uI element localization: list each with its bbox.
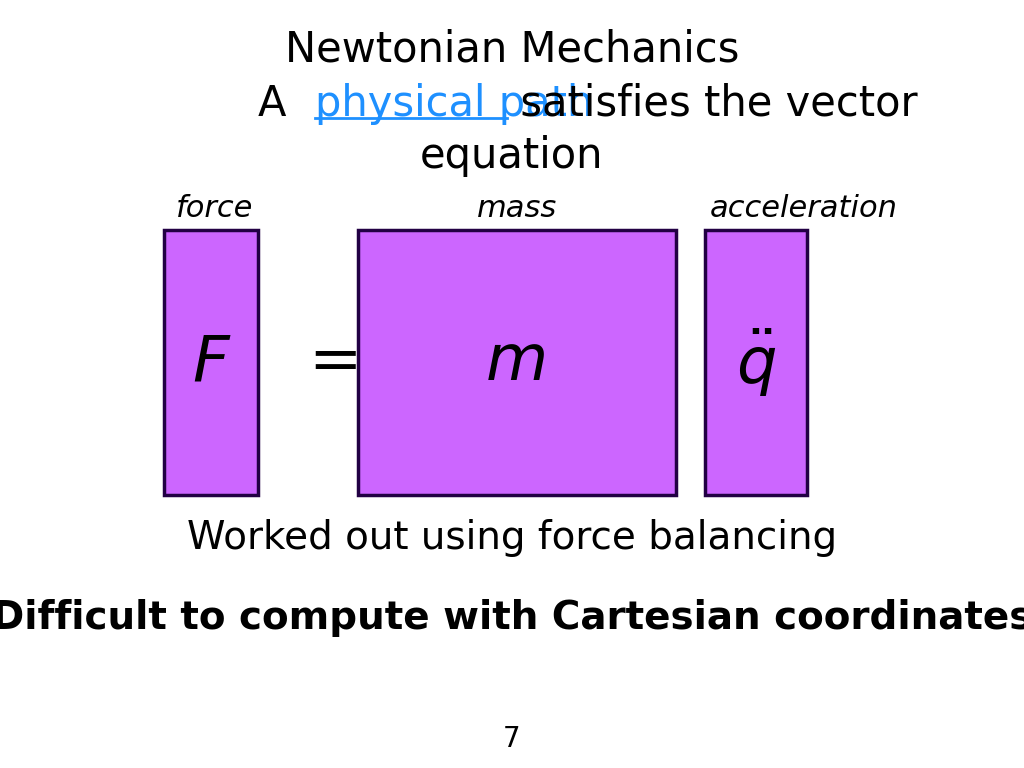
Text: force: force bbox=[176, 194, 254, 223]
Text: 7: 7 bbox=[503, 725, 521, 753]
Bar bbox=[164, 230, 258, 495]
Text: A: A bbox=[258, 83, 300, 124]
Text: =: = bbox=[308, 332, 361, 393]
Text: Worked out using force balancing: Worked out using force balancing bbox=[187, 518, 837, 557]
Text: acceleration: acceleration bbox=[710, 194, 898, 223]
Text: $\ddot{q}$: $\ddot{q}$ bbox=[735, 326, 776, 399]
Bar bbox=[358, 230, 676, 495]
Text: Newtonian Mechanics: Newtonian Mechanics bbox=[285, 29, 739, 71]
Text: equation: equation bbox=[420, 135, 604, 177]
Text: m: m bbox=[486, 332, 548, 393]
Text: F: F bbox=[193, 332, 229, 393]
Text: mass: mass bbox=[477, 194, 557, 223]
Text: satisfies the vector: satisfies the vector bbox=[507, 83, 918, 124]
Text: physical path: physical path bbox=[315, 83, 594, 124]
Bar bbox=[705, 230, 807, 495]
Text: Difficult to compute with Cartesian coordinates: Difficult to compute with Cartesian coor… bbox=[0, 599, 1024, 637]
